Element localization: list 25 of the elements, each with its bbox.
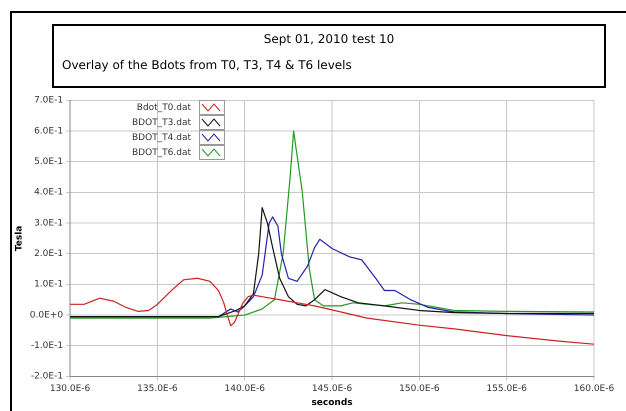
y-tick-label: 4.0E-1: [34, 188, 64, 198]
chart-subtitle: Overlay of the Bdots from T0, T3, T4 & T6 levels: [62, 57, 353, 74]
y-tick-label: 2.0E-1: [34, 249, 64, 260]
legend-label: BDOT_T3.dat: [132, 118, 192, 128]
y-tick-label: 1.0E-1: [34, 280, 64, 290]
y-tick-label: 3.0E-1: [34, 218, 64, 228]
chart-title: Sept 01, 2010 test 10: [262, 31, 396, 48]
y-tick-label: -1.0E-1: [30, 341, 64, 352]
x-axis-title: seconds: [311, 398, 353, 408]
y-tick-label: 0.0E+0: [30, 310, 64, 320]
x-tick-label: 130.0E-6: [50, 384, 91, 394]
y-tick-label: 5.0E-1: [34, 157, 64, 168]
y-tick-label: -2.0E-1: [30, 372, 64, 382]
legend-label: Bdot_T0.dat: [136, 102, 192, 112]
x-tick-label: 140.0E-6: [224, 384, 266, 394]
y-tick-label: 7.0E-1: [34, 96, 64, 106]
x-tick-label: 135.0E-6: [137, 384, 178, 394]
x-tick-label: 155.0E-6: [486, 384, 528, 394]
legend-label: BDOT_T4.dat: [132, 132, 192, 142]
x-tick-label: 160.0E-6: [574, 384, 614, 394]
x-tick-label: 150.0E-6: [399, 384, 440, 394]
y-axis-title: Tesla: [14, 226, 25, 252]
legend-label: BDOT_T6.dat: [132, 148, 192, 158]
y-tick-label: 6.0E-1: [34, 126, 64, 136]
x-tick-label: 145.0E-6: [312, 384, 353, 394]
